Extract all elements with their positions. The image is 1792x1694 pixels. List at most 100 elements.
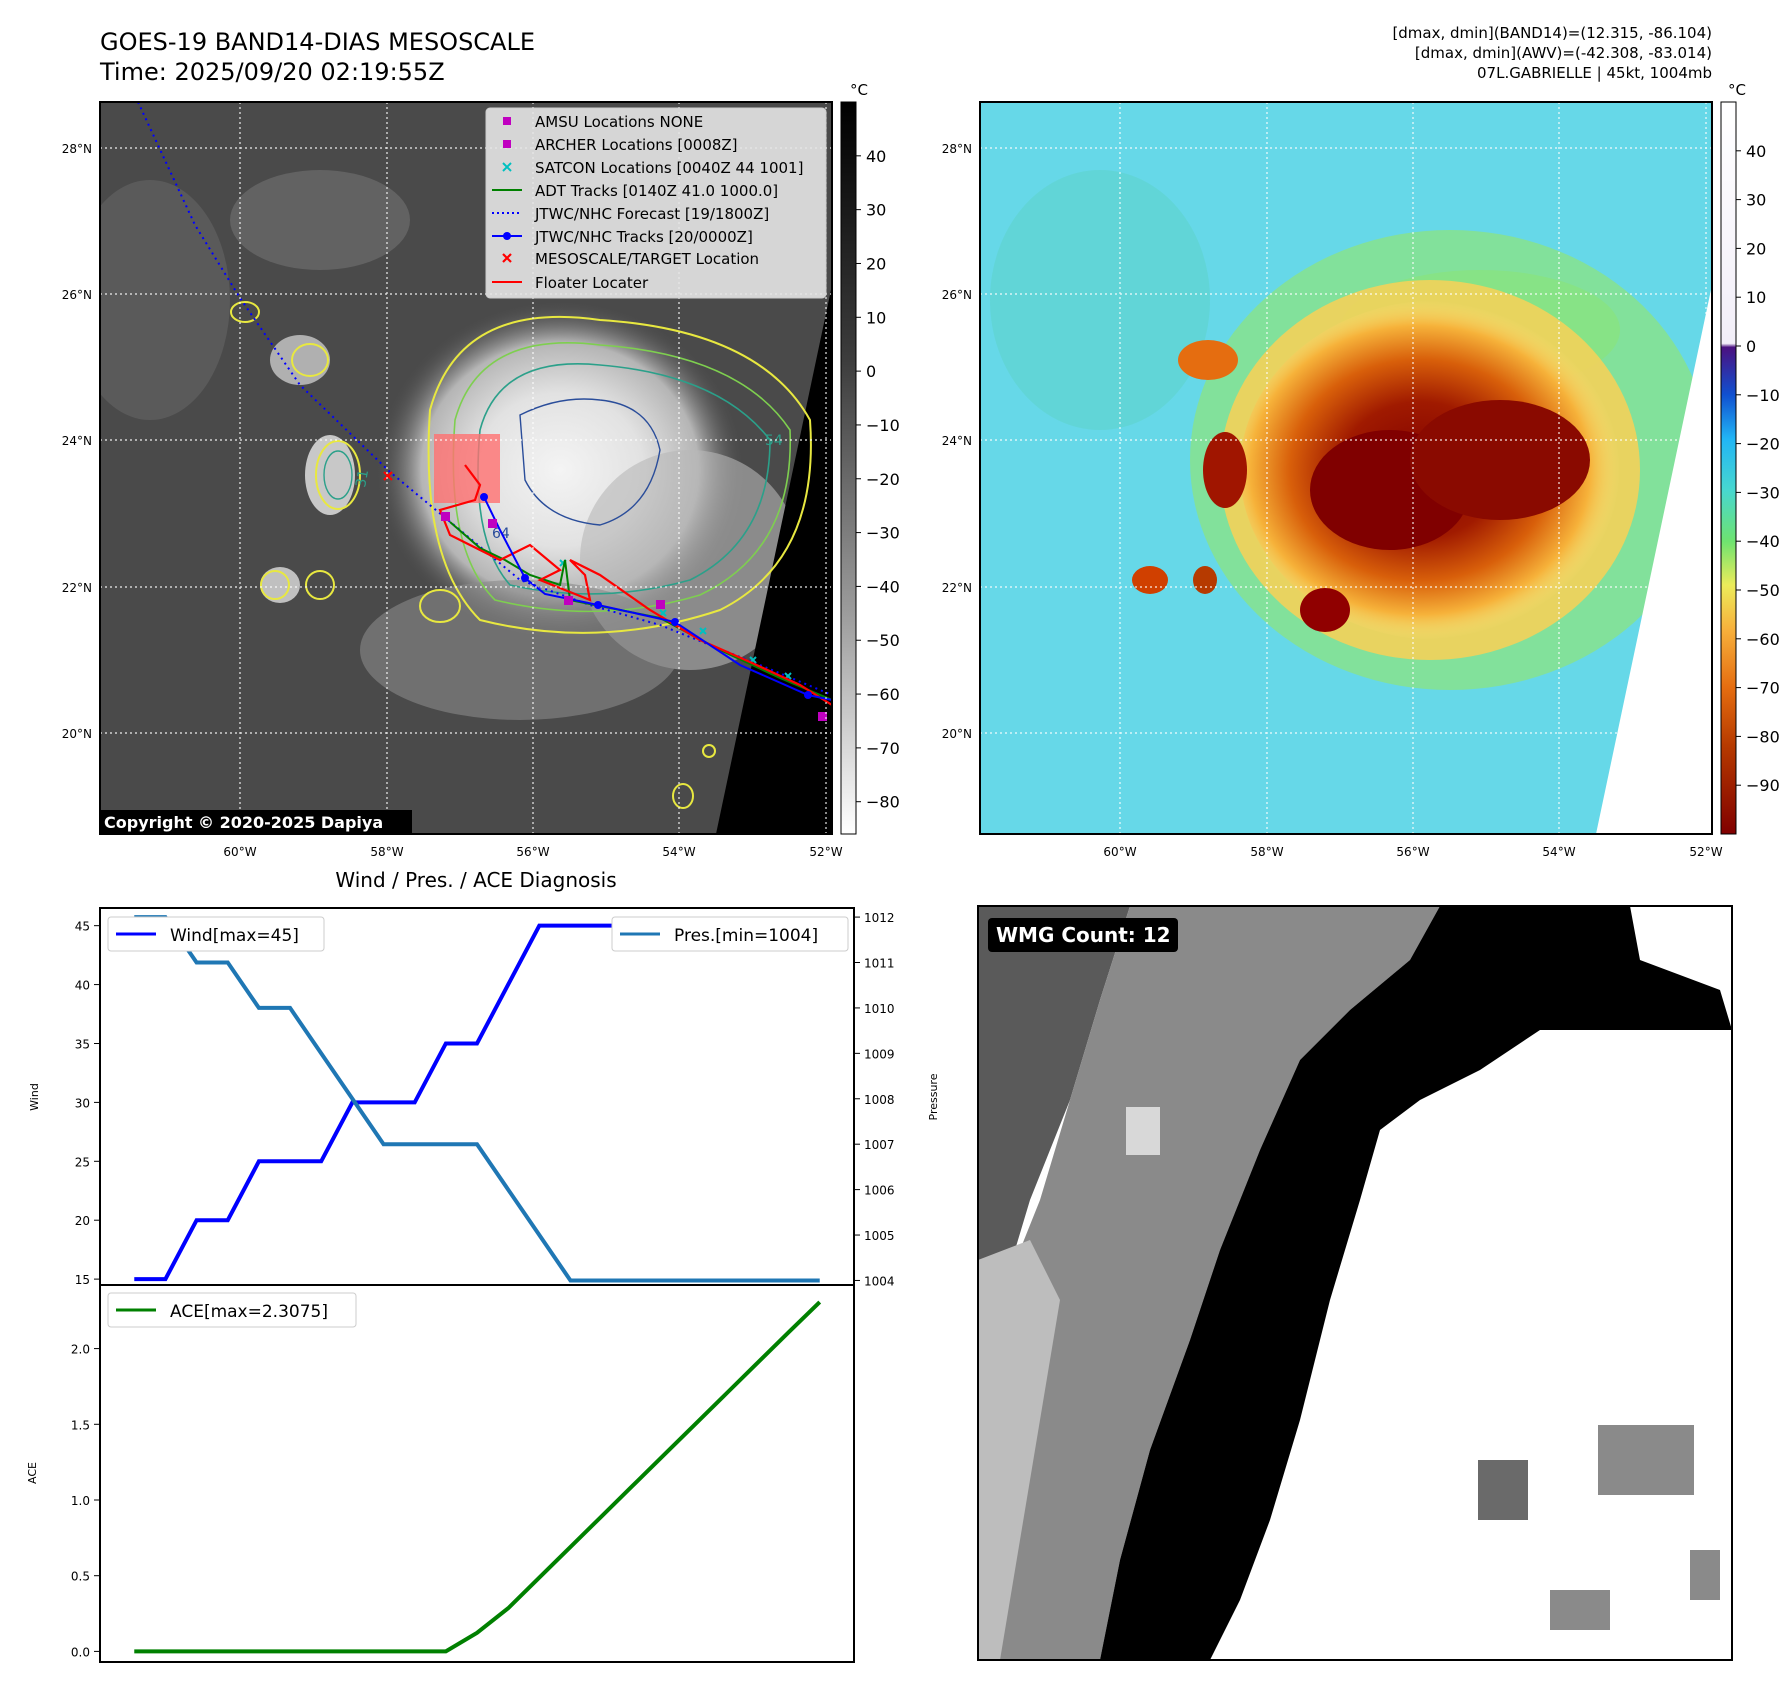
ir-lat-26: 26°N	[62, 288, 92, 302]
pressure-axis-tick-label: 1005	[864, 1229, 895, 1243]
gray-colorbar-tick-label: −20	[866, 470, 900, 489]
gray-colorbar-tick-label: 0	[866, 362, 876, 381]
ace-yticks: 2.0 1.5 1.0 0.5 0.0	[71, 1343, 100, 1659]
wmg-patch-d	[1690, 1550, 1720, 1600]
color-colorbar-ticks: 40 30 20 10 0 −10 −20 −30 −40 −50 −60 −70 −80 −90	[1736, 142, 1780, 795]
ace-axis-tick-label: 1.5	[71, 1418, 90, 1432]
wind-axis-tick-label: 30	[75, 1096, 90, 1110]
gray-colorbar-tick-label: 40	[866, 147, 886, 166]
wind-axis-tick-label: 15	[75, 1273, 90, 1287]
wind-axis-tick-label: 40	[75, 979, 90, 993]
wmg-count-label: WMG Count: 12	[996, 923, 1171, 947]
gray-colorbar-tick-label: 20	[866, 254, 886, 273]
ace-axis-tick-label: 0.0	[71, 1645, 90, 1659]
color-colorbar-tick-label: 10	[1746, 288, 1766, 307]
color-colorbar-tick-label: −70	[1746, 679, 1780, 698]
wind-legend-label: Wind[max=45]	[170, 926, 299, 946]
color-colorbar-tick-label: −50	[1746, 581, 1780, 600]
contour-label-64: 64	[492, 526, 510, 542]
color-colorbar-tick-label: −20	[1746, 435, 1780, 454]
gray-colorbar-tick-label: −50	[866, 631, 900, 650]
wmg-patch-a	[1598, 1425, 1694, 1495]
pressure-axis-tick-label: 1009	[864, 1047, 895, 1061]
gray-colorbar-tick-label: −40	[866, 577, 900, 596]
target-markers	[383, 471, 393, 481]
ir-lat-labels: 28°N 26°N 24°N 22°N 20°N	[62, 142, 92, 741]
ace-axis-tick-label: 0.5	[71, 1570, 90, 1584]
pressure-axis-label: Pressure	[927, 1073, 940, 1120]
info-line1: [dmax, dmin](BAND14)=(12.315, -86.104)	[1392, 24, 1712, 42]
color-colorbar-tick-label: 20	[1746, 239, 1766, 258]
ir-lat-24: 24°N	[62, 434, 92, 448]
color-lat-22: 22°N	[942, 581, 972, 595]
color-colorbar-tick-label: −30	[1746, 483, 1780, 502]
archer-markers	[441, 512, 827, 721]
ir-lat-22: 22°N	[62, 581, 92, 595]
gray-colorbar-tick-label: −80	[866, 793, 900, 812]
gray-colorbar-tick-label: 10	[866, 308, 886, 327]
gray-colorbar-tick-label: 30	[866, 201, 886, 220]
ir-lon-52: 52°W	[809, 845, 842, 859]
pressure-axis-tick-label: 1010	[864, 1002, 895, 1016]
color-map-panel: 28°N 26°N 24°N 22°N 20°N 60°W 58°W 56°W …	[942, 81, 1780, 859]
legend-forecast-label: JTWC/NHC Forecast [19/1800Z]	[534, 205, 769, 223]
legend-satcon-icon	[502, 162, 512, 172]
series-line-ace	[134, 1300, 822, 1654]
pressure-legend: Pres.[min=1004]	[611, 916, 849, 952]
legend-jtwc-dot	[503, 232, 511, 240]
wind-axis-tick-label: 20	[75, 1214, 90, 1228]
pressure-axis-tick-label: 1004	[864, 1274, 895, 1288]
pressure-axis-tick-label: 1011	[864, 957, 895, 971]
color-lon-56: 56°W	[1396, 845, 1429, 859]
legend-floater-label: Floater Locater	[535, 274, 649, 292]
forecast-track-line	[137, 102, 832, 696]
color-imagery	[980, 102, 1712, 834]
color-colorbar-tick-label: 40	[1746, 142, 1766, 161]
pressure-yticks: 1012 1011 1010 1009 1008 1007 1006 1005 1004	[854, 911, 895, 1288]
ace-legend-label: ACE[max=2.3075]	[170, 1302, 328, 1322]
ace-axis-tick-label: 1.0	[71, 1494, 90, 1508]
legend-satcon-label: SATCON Locations [0040Z 44 1001]	[535, 159, 803, 177]
gray-colorbar-tick-label: −30	[866, 524, 900, 543]
pressure-axis-tick-label: 1006	[864, 1184, 895, 1198]
color-lat-24: 24°N	[942, 434, 972, 448]
ace-legend: ACE[max=2.3075]	[107, 1292, 357, 1328]
pressure-axis-tick-label: 1007	[864, 1138, 895, 1152]
legend-amsu-icon	[503, 117, 511, 125]
color-gridlines	[980, 102, 1712, 834]
legend-target-icon	[502, 253, 512, 263]
ace-chart: ACE 2.0 1.5 1.0 0.5 0.0 ACE[max=2.3075]	[26, 1284, 855, 1663]
figure-title-line2: Time: 2025/09/20 02:19:55Z	[99, 58, 445, 86]
legend-amsu-label: AMSU Locations NONE	[535, 113, 703, 131]
color-frame	[979, 101, 1713, 835]
map-legend: AMSU Locations NONE ARCHER Locations [00…	[485, 107, 827, 299]
gray-colorbar-tick-label: −10	[866, 416, 900, 435]
color-lon-labels: 60°W 58°W 56°W 54°W 52°W	[1103, 845, 1722, 859]
color-colorbar-tick-label: 0	[1746, 337, 1756, 356]
wmg-light-patch	[1126, 1107, 1160, 1155]
color-colorbar-unit: °C	[1728, 81, 1746, 99]
gray-colorbar-ticks: 40 30 20 10 0 −10 −20 −30 −40 −50 −60 −70 −80	[856, 147, 900, 812]
color-colorbar-tick-label: −90	[1746, 776, 1780, 795]
legend-archer-icon	[503, 140, 511, 148]
ir-lon-56: 56°W	[516, 845, 549, 859]
wmg-patch-b	[1478, 1460, 1528, 1520]
contour-label-54: 54	[765, 433, 783, 449]
diagnosis-title: Wind / Pres. / ACE Diagnosis	[335, 868, 616, 892]
ir-frame	[99, 101, 833, 835]
copyright-text: Copyright © 2020-2025 Dapiya	[104, 813, 383, 832]
gray-colorbar-unit: °C	[850, 81, 868, 99]
adt-track-line	[449, 521, 832, 701]
ir-lon-60: 60°W	[223, 845, 256, 859]
wmg-dark-region	[978, 906, 1130, 1340]
color-lon-54: 54°W	[1542, 845, 1575, 859]
wmg-black-band	[1100, 906, 1732, 1660]
ir-lon-54: 54°W	[662, 845, 695, 859]
ir-lon-labels: 60°W 58°W 56°W 54°W 52°W	[223, 845, 842, 859]
wind-axis-label: Wind	[28, 1083, 41, 1111]
color-colorbar-tick-label: −40	[1746, 532, 1780, 551]
ir-lat-28: 28°N	[62, 142, 92, 156]
legend-target-label: MESOSCALE/TARGET Location	[535, 250, 759, 268]
